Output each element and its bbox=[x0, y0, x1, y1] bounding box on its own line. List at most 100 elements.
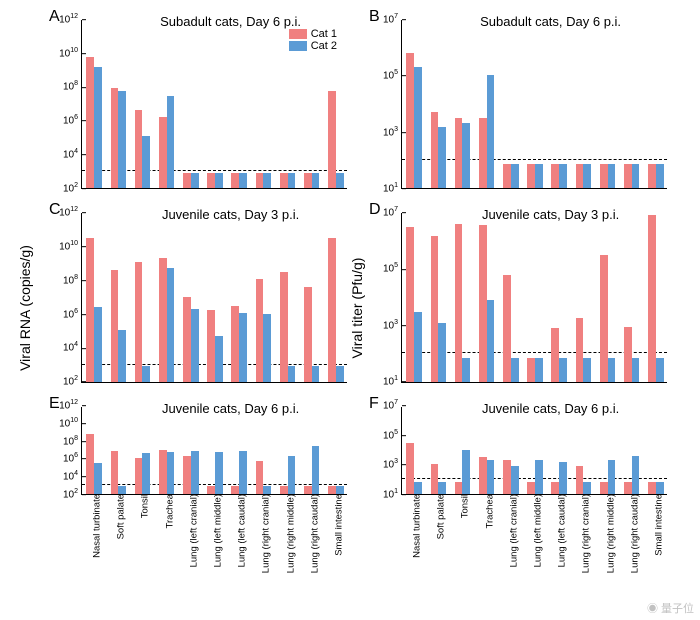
bar-cat1 bbox=[576, 318, 584, 382]
legend-swatch bbox=[289, 29, 307, 39]
y-tick: 107 bbox=[383, 399, 402, 411]
bar-cat2 bbox=[336, 366, 344, 381]
x-tick: Lung (left cranial) bbox=[188, 494, 199, 567]
bar-cat2 bbox=[583, 482, 591, 494]
bar-cat1 bbox=[86, 238, 94, 382]
bar-cat1 bbox=[551, 164, 559, 188]
bar-cat2 bbox=[462, 450, 470, 494]
y-tick: 1012 bbox=[59, 13, 82, 25]
bar-cat2 bbox=[535, 460, 543, 494]
bar-cat2 bbox=[263, 173, 271, 188]
bar-cat2 bbox=[288, 366, 296, 381]
bar-cat1 bbox=[207, 486, 215, 494]
bar-cat2 bbox=[583, 164, 591, 188]
bar-cat1 bbox=[527, 164, 535, 188]
bar-cat1 bbox=[256, 279, 264, 382]
plot-area: 101103105107 bbox=[401, 20, 667, 189]
bar-cat1 bbox=[431, 464, 439, 494]
y-tick: 108 bbox=[63, 81, 82, 93]
bar-cat1 bbox=[551, 328, 559, 382]
x-tick: Small intestine bbox=[333, 494, 344, 556]
bar-cat2 bbox=[632, 358, 640, 382]
bar-cat2 bbox=[118, 486, 126, 494]
bar-cat1 bbox=[503, 275, 511, 382]
bar-cat1 bbox=[624, 327, 632, 382]
x-tick: Lung (right middle) bbox=[285, 494, 296, 573]
panel-B: BSubadult cats, Day 6 p.i.101103105107 bbox=[365, 10, 685, 203]
y-tick: 103 bbox=[383, 458, 402, 470]
yaxis-left-label: Viral RNA (copies/g) bbox=[17, 228, 33, 388]
panel-label: A bbox=[49, 8, 60, 26]
bar-cat2 bbox=[263, 486, 271, 494]
y-tick: 1012 bbox=[59, 206, 82, 218]
bar-cat2 bbox=[312, 173, 320, 188]
bar-cat2 bbox=[142, 453, 150, 494]
bar-cat2 bbox=[511, 358, 519, 382]
y-tick: 104 bbox=[63, 148, 82, 160]
bar-cat2 bbox=[535, 164, 543, 188]
panel-label: E bbox=[49, 395, 60, 413]
x-tick: Lung (right cranial) bbox=[581, 494, 592, 573]
y-tick: 103 bbox=[383, 319, 402, 331]
bar-cat1 bbox=[135, 262, 143, 382]
panel-label: D bbox=[369, 201, 381, 219]
plot-area: 101103105107 bbox=[401, 213, 667, 382]
y-tick: 105 bbox=[383, 263, 402, 275]
bar-cat1 bbox=[527, 482, 535, 494]
bar-cat1 bbox=[648, 164, 656, 188]
x-tick: Lung (right caudal) bbox=[309, 494, 320, 573]
bar-cat1 bbox=[135, 458, 143, 494]
bar-cat2 bbox=[215, 173, 223, 188]
y-tick: 108 bbox=[63, 435, 82, 447]
bar-cat2 bbox=[94, 463, 102, 494]
bar-cat1 bbox=[455, 482, 463, 494]
bar-cat1 bbox=[328, 238, 336, 382]
bar-cat1 bbox=[231, 306, 239, 382]
bar-cat1 bbox=[624, 482, 632, 494]
bar-cat1 bbox=[551, 482, 559, 494]
bar-cat2 bbox=[608, 164, 616, 188]
y-tick: 103 bbox=[383, 126, 402, 138]
bar-cat2 bbox=[167, 452, 175, 494]
bar-cat2 bbox=[191, 451, 199, 494]
legend-label: Cat 1 bbox=[311, 28, 337, 40]
bar-cat1 bbox=[648, 215, 656, 382]
plot-area: 10210410610810101012Nasal turbinateSoft … bbox=[81, 407, 347, 495]
bar-cat1 bbox=[256, 173, 264, 188]
bar-cat1 bbox=[455, 118, 463, 188]
bar-cat1 bbox=[600, 482, 608, 494]
bar-cat2 bbox=[535, 358, 543, 382]
y-tick: 104 bbox=[63, 342, 82, 354]
bar-cat1 bbox=[406, 443, 414, 494]
bar-cat2 bbox=[263, 314, 271, 382]
y-tick: 1012 bbox=[59, 399, 82, 411]
y-tick: 101 bbox=[383, 182, 402, 194]
bar-cat2 bbox=[118, 91, 126, 189]
bar-cat2 bbox=[608, 358, 616, 382]
y-tick: 107 bbox=[383, 206, 402, 218]
bar-cat1 bbox=[231, 486, 239, 494]
panel-D: DJuvenile cats, Day 3 p.i.101103105107 bbox=[365, 203, 685, 396]
bar-cat1 bbox=[479, 225, 487, 381]
bar-cat1 bbox=[280, 272, 288, 382]
bar-cat2 bbox=[438, 323, 446, 382]
bar-cat2 bbox=[215, 336, 223, 382]
y-tick: 1010 bbox=[59, 240, 82, 252]
bar-cat1 bbox=[304, 486, 312, 494]
y-tick: 102 bbox=[63, 182, 82, 194]
bar-cat1 bbox=[431, 112, 439, 188]
bar-cat2 bbox=[118, 330, 126, 382]
bar-cat1 bbox=[111, 270, 119, 382]
panel-label: B bbox=[369, 8, 380, 26]
bar-cat1 bbox=[280, 486, 288, 494]
bar-cat2 bbox=[656, 358, 664, 382]
x-tick: Soft palate bbox=[436, 494, 447, 539]
y-tick: 1010 bbox=[59, 47, 82, 59]
bar-cat2 bbox=[239, 451, 247, 494]
bar-cat1 bbox=[406, 53, 414, 188]
bar-cat2 bbox=[336, 486, 344, 494]
bar-cat2 bbox=[94, 67, 102, 189]
bar-cat2 bbox=[142, 366, 150, 381]
bar-cat1 bbox=[503, 460, 511, 494]
y-tick: 106 bbox=[63, 452, 82, 464]
